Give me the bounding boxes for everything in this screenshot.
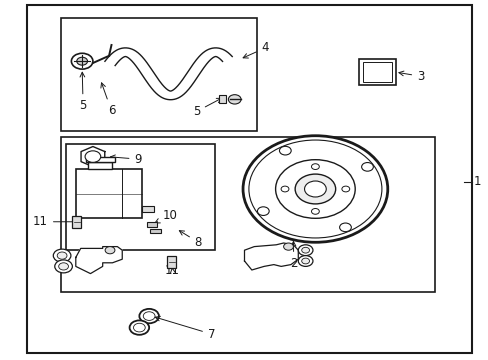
Circle shape [295,174,335,204]
Circle shape [55,260,72,273]
Bar [150,229,161,233]
Circle shape [139,309,159,323]
Text: 9: 9 [110,153,142,166]
Circle shape [339,223,350,232]
Text: 7: 7 [155,316,215,341]
Circle shape [53,249,71,262]
Text: 5: 5 [192,98,221,118]
Circle shape [243,136,387,242]
Circle shape [57,252,67,259]
Circle shape [281,186,288,192]
Bar [88,162,112,169]
Text: 11: 11 [164,264,180,276]
Bar [85,157,115,162]
Bar [66,144,215,250]
Polygon shape [81,147,104,167]
Bar [363,62,391,82]
Circle shape [71,53,93,69]
Circle shape [105,247,115,254]
Bar [61,18,256,131]
Circle shape [257,207,268,215]
Circle shape [304,181,325,197]
Bar [72,216,81,228]
Circle shape [361,163,373,171]
Circle shape [301,258,309,264]
Bar [167,256,176,268]
Circle shape [275,160,354,218]
Circle shape [133,323,145,332]
Circle shape [59,263,68,270]
Circle shape [129,320,149,335]
Bar [218,95,226,103]
Polygon shape [244,243,298,270]
Circle shape [77,57,87,65]
Text: 10: 10 [155,209,177,223]
Circle shape [341,186,349,192]
Text: 11: 11 [33,215,77,228]
Bar [61,137,434,292]
Bar [359,59,395,85]
Text: 4: 4 [243,41,268,58]
Circle shape [283,243,293,250]
Text: 6: 6 [101,83,115,117]
Circle shape [248,140,381,238]
Text: 3: 3 [398,70,424,83]
Circle shape [143,312,155,320]
Circle shape [228,95,241,104]
Bar [76,169,142,218]
Circle shape [311,164,319,170]
Circle shape [311,208,319,214]
Bar [142,206,154,212]
Text: 8: 8 [179,231,202,249]
Circle shape [298,256,312,266]
Text: 2: 2 [289,242,297,270]
Circle shape [301,247,309,253]
Polygon shape [76,247,122,274]
Circle shape [298,245,312,256]
Bar [146,222,157,227]
Circle shape [85,151,101,162]
Text: 1: 1 [472,175,480,188]
Text: 5: 5 [79,72,87,112]
Circle shape [279,146,290,155]
